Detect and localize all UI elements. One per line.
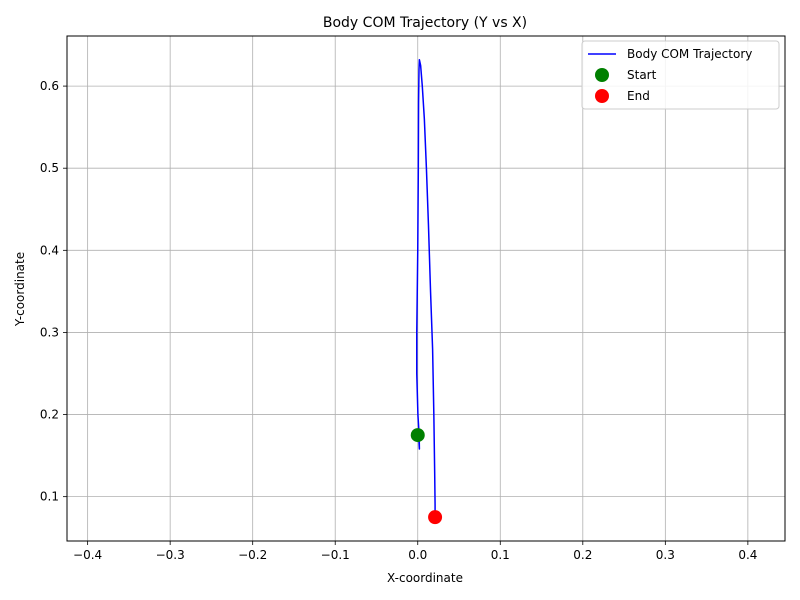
y-tick-label: 0.3	[40, 325, 59, 339]
legend-box	[581, 40, 780, 110]
x-tick-label: −0.4	[73, 548, 102, 562]
legend-label-trajectory: Body COM Trajectory	[627, 47, 752, 61]
x-tick-label: 0.3	[656, 548, 675, 562]
trajectory-line	[416, 59, 436, 518]
y-tick-label: 0.4	[40, 243, 59, 257]
x-tick-label: −0.2	[238, 548, 267, 562]
plot-frame	[66, 35, 786, 542]
y-tick-label: 0.1	[40, 490, 59, 504]
end-point	[428, 510, 443, 525]
x-tick-label: −0.3	[156, 548, 185, 562]
y-tick-label: 0.6	[40, 79, 59, 93]
legend-end-marker	[595, 89, 609, 103]
y-tick-label: 0.5	[40, 161, 59, 175]
x-axis-label: X-coordinate	[387, 571, 463, 585]
grid-lines	[67, 36, 785, 541]
x-tick-label: 0.1	[491, 548, 510, 562]
y-axis-label: Y-coordinate	[13, 252, 27, 327]
start-point	[410, 428, 425, 443]
legend-label-end: End	[627, 89, 650, 103]
legend: Body COM Trajectory Start End	[581, 40, 780, 110]
chart-title: Body COM Trajectory (Y vs X)	[323, 15, 527, 31]
x-tick-label: −0.1	[321, 548, 350, 562]
legend-start-marker	[595, 68, 609, 82]
x-tick-label: 0.2	[573, 548, 592, 562]
axis-ticks: −0.4 −0.3 −0.2 −0.1 0.0 0.1 0.2 0.3 0.4 0.1 0.2 0.3…	[40, 79, 758, 562]
x-tick-label: 0.4	[738, 548, 757, 562]
y-tick-label: 0.2	[40, 408, 59, 422]
x-tick-label: 0.0	[408, 548, 427, 562]
legend-label-start: Start	[627, 68, 657, 82]
plot-area	[410, 59, 443, 525]
